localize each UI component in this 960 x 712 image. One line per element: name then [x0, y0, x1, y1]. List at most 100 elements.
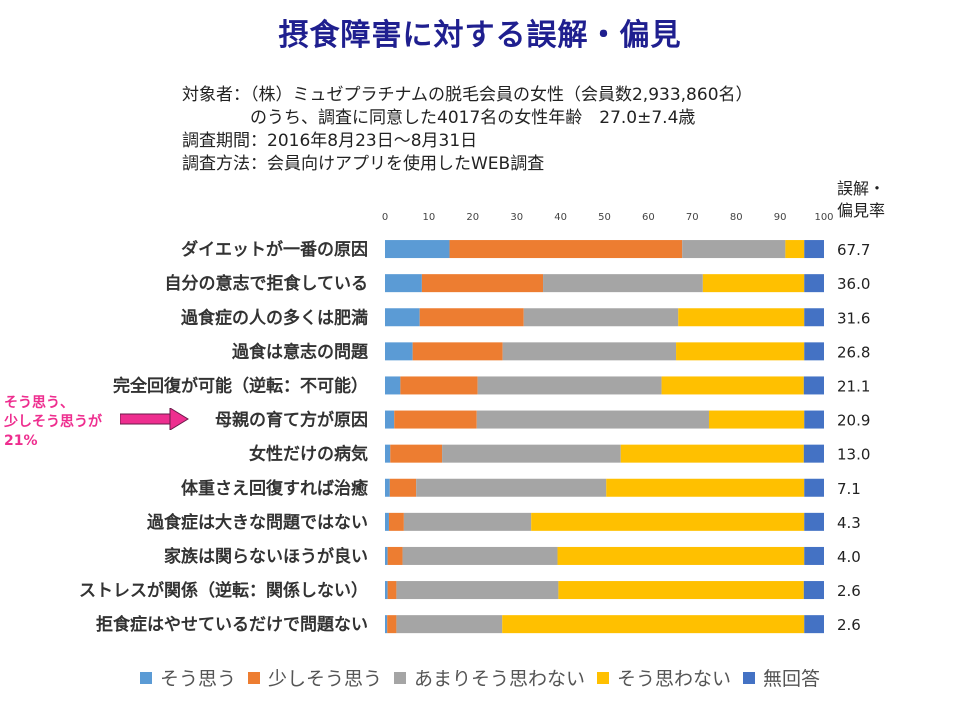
category-label: ストレスが関係（逆転：関係しない） — [79, 580, 368, 601]
legend-label: そう思わない — [617, 668, 732, 690]
bar-segment — [387, 581, 397, 600]
bar-segment — [388, 512, 404, 531]
bar-segment — [403, 512, 532, 531]
legend-label: 無回答 — [763, 668, 821, 690]
bar-segment — [708, 410, 805, 429]
bar-segment — [449, 240, 683, 259]
x-tick-label: 40 — [554, 212, 567, 223]
annotation-line: 少しそう思うが — [4, 414, 102, 430]
bar-segment — [400, 376, 478, 395]
bar-segment — [803, 376, 824, 395]
rate-value: 13.0 — [837, 446, 870, 464]
bar-segment — [385, 342, 413, 361]
survey-info: 対象者：（株）ミュゼプラチナムの脱毛会員の女性（会員数2,933,860名） の… — [182, 84, 753, 176]
info-line: 対象者：（株）ミュゼプラチナムの脱毛会員の女性（会員数2,933,860名） — [182, 85, 753, 105]
annotation-line: 21% — [4, 433, 38, 449]
category-label: 家族は関らないほうが良い — [164, 546, 368, 567]
bar-segment — [803, 581, 824, 600]
bar-segment — [558, 581, 804, 600]
bar-segment — [606, 478, 805, 497]
bar-segment — [385, 615, 388, 634]
rate-value: 2.6 — [837, 582, 861, 600]
bar-segment — [442, 444, 621, 463]
bar-segment — [678, 308, 805, 327]
bar-segment — [543, 274, 703, 293]
legend-label: 少しそう思う — [267, 668, 382, 690]
bar-segment — [702, 274, 805, 293]
category-label: ダイエットが一番の原因 — [181, 239, 368, 260]
x-tick-label: 0 — [382, 212, 388, 223]
legend-item: そう思わない — [597, 664, 731, 691]
bar-segment — [804, 512, 824, 531]
rate-value: 20.9 — [837, 412, 870, 430]
bar-segment — [385, 308, 420, 327]
page-title: 摂食障害に対する誤解・偏見 — [278, 18, 682, 53]
bar-segment — [804, 240, 824, 259]
rate-header: 誤解・ 偏見率 — [837, 178, 885, 222]
category-label: 拒食症はやせているだけで問題ない — [96, 614, 368, 635]
bar-segment — [396, 581, 559, 600]
legend-label: そう思う — [159, 668, 236, 690]
bar-segment — [389, 478, 417, 497]
bar-segment — [421, 274, 544, 293]
bar-segment — [804, 342, 824, 361]
bar-segment — [419, 308, 524, 327]
bar-segment — [804, 478, 824, 497]
bar-segment — [394, 410, 477, 429]
legend-item: 無回答 — [743, 664, 820, 691]
bar-segment — [385, 376, 401, 395]
rate-value: 7.1 — [837, 480, 861, 498]
bar-segment — [412, 342, 503, 361]
rate-value: 4.3 — [837, 514, 861, 532]
category-label: 過食は意志の問題 — [232, 341, 369, 362]
bar-segment — [385, 581, 388, 600]
category-label: 母親の育て方が原因 — [215, 410, 368, 431]
x-tick-label: 70 — [686, 212, 699, 223]
x-tick-label: 60 — [642, 212, 655, 223]
annotation-line: そう思う、 — [4, 395, 74, 411]
x-tick-label: 100 — [814, 212, 833, 223]
category-label: 自分の意志で拒食している — [165, 273, 369, 294]
legend-swatch — [597, 671, 609, 684]
bar-segment — [385, 410, 395, 429]
x-tick-label: 20 — [466, 212, 479, 223]
annotation-arrow-icon — [120, 408, 189, 430]
bar-segment — [804, 274, 824, 293]
legend-swatch — [393, 671, 406, 684]
rate-value: 31.6 — [837, 309, 870, 327]
chart-legend: そう思う 少しそう思う あまりそう思わない そう思わない 無回答 — [0, 664, 960, 691]
annotation-text: そう思う、 少しそう思うが 21% — [4, 394, 102, 451]
bar-segment — [523, 308, 679, 327]
x-tick-label: 10 — [423, 212, 436, 223]
bar-segment — [387, 615, 397, 634]
bar-segment — [804, 410, 824, 429]
rate-header-line: 偏見率 — [837, 201, 886, 220]
rate-value: 26.8 — [837, 343, 870, 361]
bar-segment — [620, 444, 804, 463]
bar-segment — [557, 546, 805, 565]
bar-segment — [476, 410, 709, 429]
rate-value: 21.1 — [837, 377, 870, 395]
category-label: 女性だけの病気 — [249, 444, 368, 465]
legend-item: あまりそう思わない — [393, 664, 585, 691]
bar-segment — [390, 444, 443, 463]
x-tick-label: 90 — [774, 212, 787, 223]
category-label: 過食症は大きな問題ではない — [147, 512, 368, 533]
category-label: 体重さえ回復すれば治癒 — [181, 478, 368, 499]
legend-label: あまりそう思わない — [413, 668, 585, 690]
bar-segment — [385, 546, 388, 565]
category-label: 過食症の人の多くは肥満 — [181, 307, 368, 328]
bar-segment — [661, 376, 804, 395]
bar-segment — [804, 615, 824, 634]
bar-segment — [785, 240, 805, 259]
bar-segment — [804, 546, 824, 565]
bar-segment — [502, 342, 677, 361]
bar-segment — [385, 444, 391, 463]
bar-segment — [402, 546, 558, 565]
bar-segment — [477, 376, 662, 395]
legend-swatch — [743, 671, 756, 684]
bar-segment — [385, 240, 450, 259]
bar-segment — [531, 512, 805, 531]
x-tick-label: 80 — [730, 212, 743, 223]
